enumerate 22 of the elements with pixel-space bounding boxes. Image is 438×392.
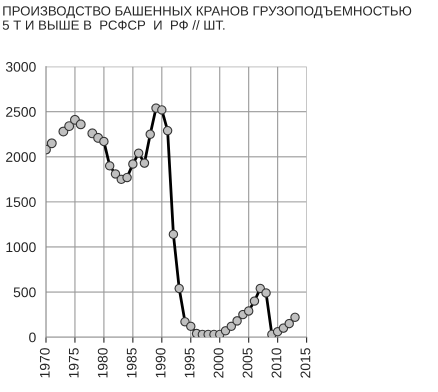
point: [76, 119, 86, 130]
y-tick-label: 500: [14, 287, 36, 298]
x-tick-label: 2015: [300, 348, 310, 378]
y-tick-label: 1500: [6, 197, 36, 208]
point: [58, 126, 68, 136]
x-tick-label: 2010: [272, 348, 282, 378]
y-tick-label: 1000: [6, 242, 36, 252]
x-tick-label: 1990: [156, 348, 166, 378]
y-tick-label: 2500: [6, 107, 36, 117]
point: [46, 138, 57, 148]
x-tick-label: 2005: [242, 348, 252, 378]
point: [64, 121, 74, 132]
x-tick-label: 1995: [184, 348, 194, 378]
x-tick-label: 1975: [68, 348, 79, 378]
x-tick-label: 1985: [126, 348, 137, 378]
chart-title: ПРОИЗВОДСТВО БАШЕННЫХ КРАНОВ ГРУЗОПОДЪЕМНОСТЬЮ 5 Т И ВЫШЕ В РСФСР И РФ // ШТ.: [2, 6, 412, 30]
y-tick-label: 0: [29, 332, 36, 342]
y-tick-label: 2000: [6, 152, 36, 162]
x-tick-label: 1980: [98, 348, 108, 378]
x-tick-label: 1970: [40, 348, 50, 378]
y-tick-label: 3000: [6, 62, 36, 72]
x-tick-label: 2000: [214, 348, 224, 378]
